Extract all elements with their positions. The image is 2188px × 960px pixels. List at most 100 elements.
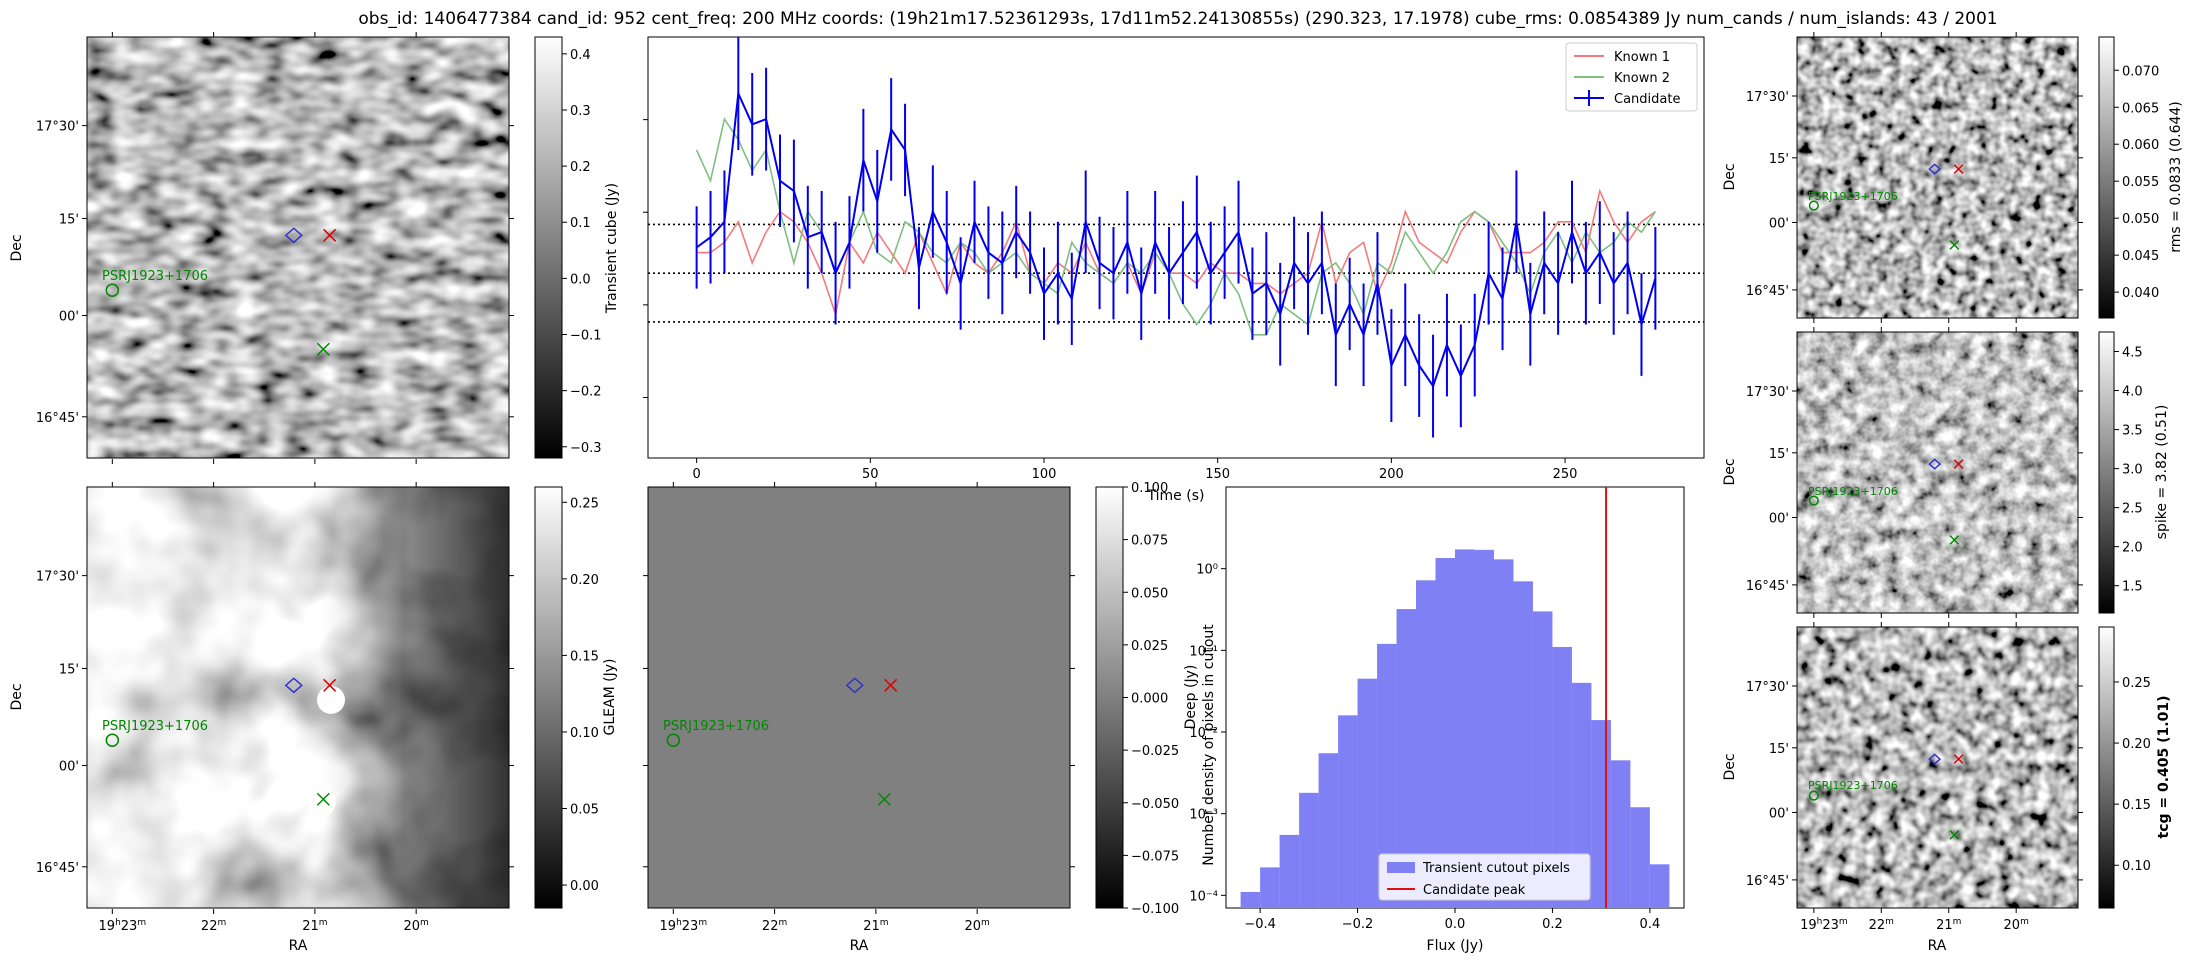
- histogram-xtick-label: −0.2: [1342, 917, 1374, 932]
- dec-tick-label: 15': [1769, 447, 1789, 462]
- lightcurve-xtick-label: 250: [1553, 467, 1578, 482]
- histogram-bar: [1649, 864, 1670, 908]
- dec-tick-label: 17°30': [1746, 680, 1789, 695]
- ra-m-sup: m: [1885, 917, 1894, 927]
- colorbar-tick-label: 0.1: [570, 216, 591, 231]
- colorbar-tick-label: −0.050: [1131, 797, 1179, 812]
- ra-tick-label: 22m: [201, 918, 226, 934]
- colorbar-tick-label: 0.3: [570, 104, 591, 119]
- lightcurve-legend-box: [1565, 42, 1698, 112]
- colorbar-tick-label: 2.0: [2122, 541, 2143, 556]
- histogram-ytick-label: 10⁻¹: [1189, 644, 1218, 659]
- dec-tick-label: 16°45': [36, 861, 79, 876]
- ra-m-sup: m: [420, 918, 429, 928]
- histogram-bar: [1416, 580, 1436, 908]
- source-label-spike: PSRJ1923+1706: [1808, 485, 1898, 498]
- ra-m-sup: m: [1953, 917, 1962, 927]
- histogram-bar: [1513, 581, 1533, 908]
- dec-tick-label: 16°45': [1746, 284, 1789, 299]
- ra-mins: 20: [403, 919, 420, 934]
- panel-tcg: [1796, 626, 2079, 909]
- ra-tick-label: 19h23m: [660, 918, 708, 934]
- histogram-bar: [1260, 867, 1280, 908]
- colorbar-tick-label: 0.15: [2122, 798, 2151, 813]
- marker-psr-circle: [1808, 495, 1819, 506]
- histogram-bar: [1630, 807, 1650, 908]
- spike-image: [1797, 332, 2078, 613]
- ra-mins: 20: [964, 919, 981, 934]
- colorbar-tick-label: 0.100: [1131, 481, 1168, 496]
- histogram-xtick-label: 0.0: [1445, 917, 1466, 932]
- legend-candidate-label: Candidate: [1614, 92, 1680, 107]
- histogram-ytick-label: 10⁻²: [1189, 726, 1218, 741]
- ra-mins: 21: [1936, 918, 1953, 933]
- marker-red-cross: [1953, 459, 1964, 469]
- colorbar-rms-bar: [2098, 36, 2115, 319]
- dec-tick-label: 17°30': [1746, 90, 1789, 105]
- figure-title: obs_id: 1406477384 cand_id: 952 cent_fre…: [358, 9, 1997, 29]
- ra-tick-label: 19h23m: [99, 918, 147, 934]
- marker-red-cross: [884, 678, 898, 692]
- marker-green-cross: [1949, 240, 1960, 250]
- ra-mins: 23: [121, 919, 138, 934]
- marker-red-cross: [1953, 754, 1964, 764]
- marker-candidate-diamond: [1928, 753, 1942, 765]
- lightcurve-series-known-1: [696, 188, 1656, 318]
- marker-red-cross: [323, 678, 337, 692]
- histogram-xtick-label: −0.4: [1244, 917, 1276, 932]
- colorbar-tick-label: 0.15: [570, 649, 599, 664]
- colorbar-tick-label: 0.00: [570, 879, 599, 894]
- marker-psr-circle: [105, 283, 120, 297]
- colorbar-deep: Deep (Jy): [1095, 486, 1199, 909]
- colorbar-tick-label: 0.10: [570, 726, 599, 741]
- dec-tick-label: 17°30': [1746, 385, 1789, 400]
- marker-candidate-diamond: [845, 677, 864, 694]
- histogram-ylabel: Number density of pixels in cutout: [1201, 624, 1217, 866]
- sky-ticks: 17°30'15'00'16°45'19h23m 22m 21m 20m17°30'1…: [36, 32, 2083, 934]
- source-label-gleam: PSRJ1923+1706: [102, 719, 208, 734]
- colorbar-tick-label: 0.0: [570, 272, 591, 287]
- transient-image: [87, 37, 509, 458]
- colorbar-deep-bar: [1095, 486, 1124, 909]
- histogram-ytick-label: 10⁻³: [1189, 808, 1218, 823]
- histogram-bar: [1610, 760, 1631, 908]
- colorbar-tcg-bar: [2098, 626, 2115, 909]
- colorbar-rms: rms = 0.0833 (0.644): [2098, 36, 2184, 319]
- colorbar-gleam-label: GLEAM (Jy): [602, 659, 618, 736]
- histogram-legend-box: [1378, 853, 1591, 901]
- colorbar-tick-label: 0.025: [1131, 639, 1168, 654]
- ra-tick-label: 19h23m: [1800, 917, 1848, 933]
- colorbar-tick-label: −0.025: [1131, 744, 1179, 759]
- ra-m-sup: m: [2020, 917, 2029, 927]
- ra-tick-label: 21m: [302, 918, 327, 934]
- colorbar-tick-label: 0.4: [570, 48, 591, 63]
- histogram-ytick-label: 10⁻⁴: [1189, 889, 1218, 904]
- gleam-shade: [87, 487, 509, 908]
- ra-tick-label: 22m: [762, 918, 787, 934]
- ra-mins: 23: [682, 919, 699, 934]
- colorbar-spike-bar: [2098, 331, 2115, 614]
- dec-tick-label: 17°30': [36, 570, 79, 585]
- ra-h-sup: h: [1817, 917, 1823, 927]
- ra-tick-label: 21m: [863, 918, 888, 934]
- spike-frame: [1796, 331, 2079, 614]
- colorbar-tick-label: 0.2: [570, 160, 591, 175]
- colorbar-tcg: tcg = 0.405 (1.01): [2098, 626, 2172, 909]
- ra-m-sup: m: [698, 918, 707, 928]
- ra-tick-label: 21m: [1936, 917, 1961, 933]
- panel-gleam: [86, 486, 510, 909]
- dec-tick-label: 15': [1769, 742, 1789, 757]
- ra-m-sup: m: [1839, 917, 1848, 927]
- colorbar-tick-label: 0.25: [2122, 676, 2151, 691]
- colorbar-tick-label: 3.5: [2122, 424, 2143, 439]
- ra-mins: 22: [762, 919, 779, 934]
- dec-tick-label: 00': [59, 760, 79, 775]
- colorbar-tick-label: 1.5: [2122, 580, 2143, 595]
- ra-hours: 19: [1800, 918, 1817, 933]
- dec-tick-label: 15': [59, 212, 79, 227]
- ra-mins: 21: [863, 919, 880, 934]
- colorbar-tick-label: 2.5: [2122, 502, 2143, 517]
- histogram-bar: [1279, 834, 1300, 908]
- sky-markers: [105, 163, 1964, 840]
- gleam-bright-source-1: [317, 686, 345, 714]
